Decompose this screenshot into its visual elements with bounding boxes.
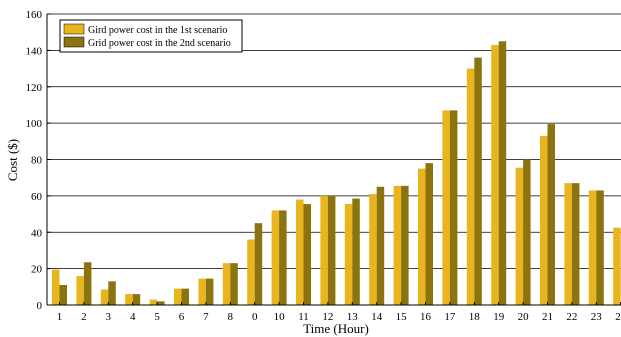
bar-series-2 [449,110,458,305]
legend-swatch-series-1 [63,23,85,35]
y-tick-label: 0 [37,300,43,312]
x-tick-label: 23 [591,311,603,323]
bar-series-1 [198,278,206,305]
x-tick-label: 13 [347,311,359,323]
y-tick-label: 100 [26,118,43,130]
bar-series-1 [466,68,475,305]
x-tick-label: 0 [252,311,258,323]
bar-series-2 [401,185,409,305]
bar-series-2 [498,41,507,305]
legend-label-series-1: Gird power cost in the 1st scenario [88,25,227,36]
bar-series-1 [247,239,255,305]
y-tick-label: 80 [31,155,43,167]
y-tick-labels: 0 20 40 60 80 100 120 140 160 [26,9,51,312]
x-tick-label: 7 [203,311,209,323]
y-tick-label: 140 [26,45,43,57]
bar-series-2 [425,163,433,305]
x-axis-title: Time (Hour) [303,321,369,336]
x-tick-label: 21 [542,311,553,323]
bar-series-1 [222,263,231,305]
bar-series-2 [230,263,238,305]
x-tick-label: 1 [57,311,63,323]
bar-series-1 [125,294,133,305]
bar-series-1 [393,185,402,305]
bar-series-2 [205,278,214,305]
y-tick-label: 120 [26,82,43,94]
x-tick-label: 3 [106,311,112,323]
bar-series-2 [547,124,555,305]
legend-label-series-2: Grid power cost in the 2nd scenario [88,38,231,49]
x-tick-label: 10 [274,311,286,323]
bars [52,41,621,306]
bar-series-2 [352,198,360,305]
bar-series-1 [149,299,158,305]
bar-series-1 [588,190,597,305]
bar-series-1 [491,44,499,305]
bar-series-1 [100,289,109,305]
x-tick-labels: 123456780101112131415161718192021222324 [57,302,621,323]
y-tick-label: 20 [31,264,43,276]
x-tick-label: 5 [154,311,160,323]
x-tick-label: 4 [130,311,136,323]
bar-series-1 [418,168,426,305]
bar-series-1 [76,275,84,305]
bar-series-2 [83,262,92,305]
bar-series-1 [564,183,572,305]
bar-series-2 [303,204,311,305]
bar-series-1 [344,204,353,305]
x-tick-label: 11 [298,311,309,323]
x-tick-label: 8 [228,311,234,323]
bar-series-2 [376,186,385,305]
bar-series-2 [108,281,116,305]
bar-series-2 [523,159,531,305]
x-tick-label: 17 [444,311,456,323]
bar-series-1 [174,288,182,305]
bar-series-2 [474,57,482,306]
legend: Gird power cost in the 1st scenario Grid… [59,19,243,53]
x-tick-label: 14 [371,311,383,323]
bar-series-1 [320,195,328,305]
x-tick-label: 16 [420,311,432,323]
x-tick-label: 15 [396,311,408,323]
bar-series-2 [327,195,336,305]
x-tick-label: 18 [469,311,481,323]
x-tick-label: 19 [493,311,505,323]
bar-series-2 [181,288,189,305]
bar-series-1 [369,194,377,305]
x-tick-label: 22 [566,311,577,323]
bar-series-2 [132,294,141,305]
bar-series-2 [279,210,287,305]
bar-series-1 [442,110,450,305]
x-tick-label: 24 [615,311,621,323]
bar-series-2 [59,284,67,305]
y-tick-label: 40 [31,227,43,239]
y-axis-title: Cost ($) [5,139,20,181]
bar-series-2 [571,183,580,305]
y-tick-label: 60 [31,191,43,203]
bar-series-1 [515,167,524,305]
legend-swatch-series-2 [63,36,85,48]
bar-series-1 [296,199,304,305]
bar-series-1 [52,269,60,305]
bar-series-2 [596,190,604,305]
legend-box [59,19,243,53]
bar-series-2 [254,223,263,305]
bar-series-2 [157,301,165,305]
x-tick-label: 2 [81,311,87,323]
x-tick-label: 12 [322,311,333,323]
x-tick-label: 20 [518,311,530,323]
y-tick-label: 160 [26,9,43,21]
bar-series-1 [613,227,621,305]
x-tick-label: 6 [179,311,185,323]
bar-series-1 [271,210,280,305]
bar-series-1 [540,135,548,305]
